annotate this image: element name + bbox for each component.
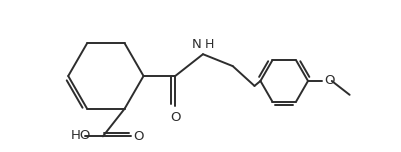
Text: O: O [134,130,144,143]
Text: HO: HO [71,129,91,142]
Text: O: O [324,74,334,87]
Text: N: N [192,38,202,51]
Text: H: H [205,38,214,51]
Text: O: O [170,111,180,124]
